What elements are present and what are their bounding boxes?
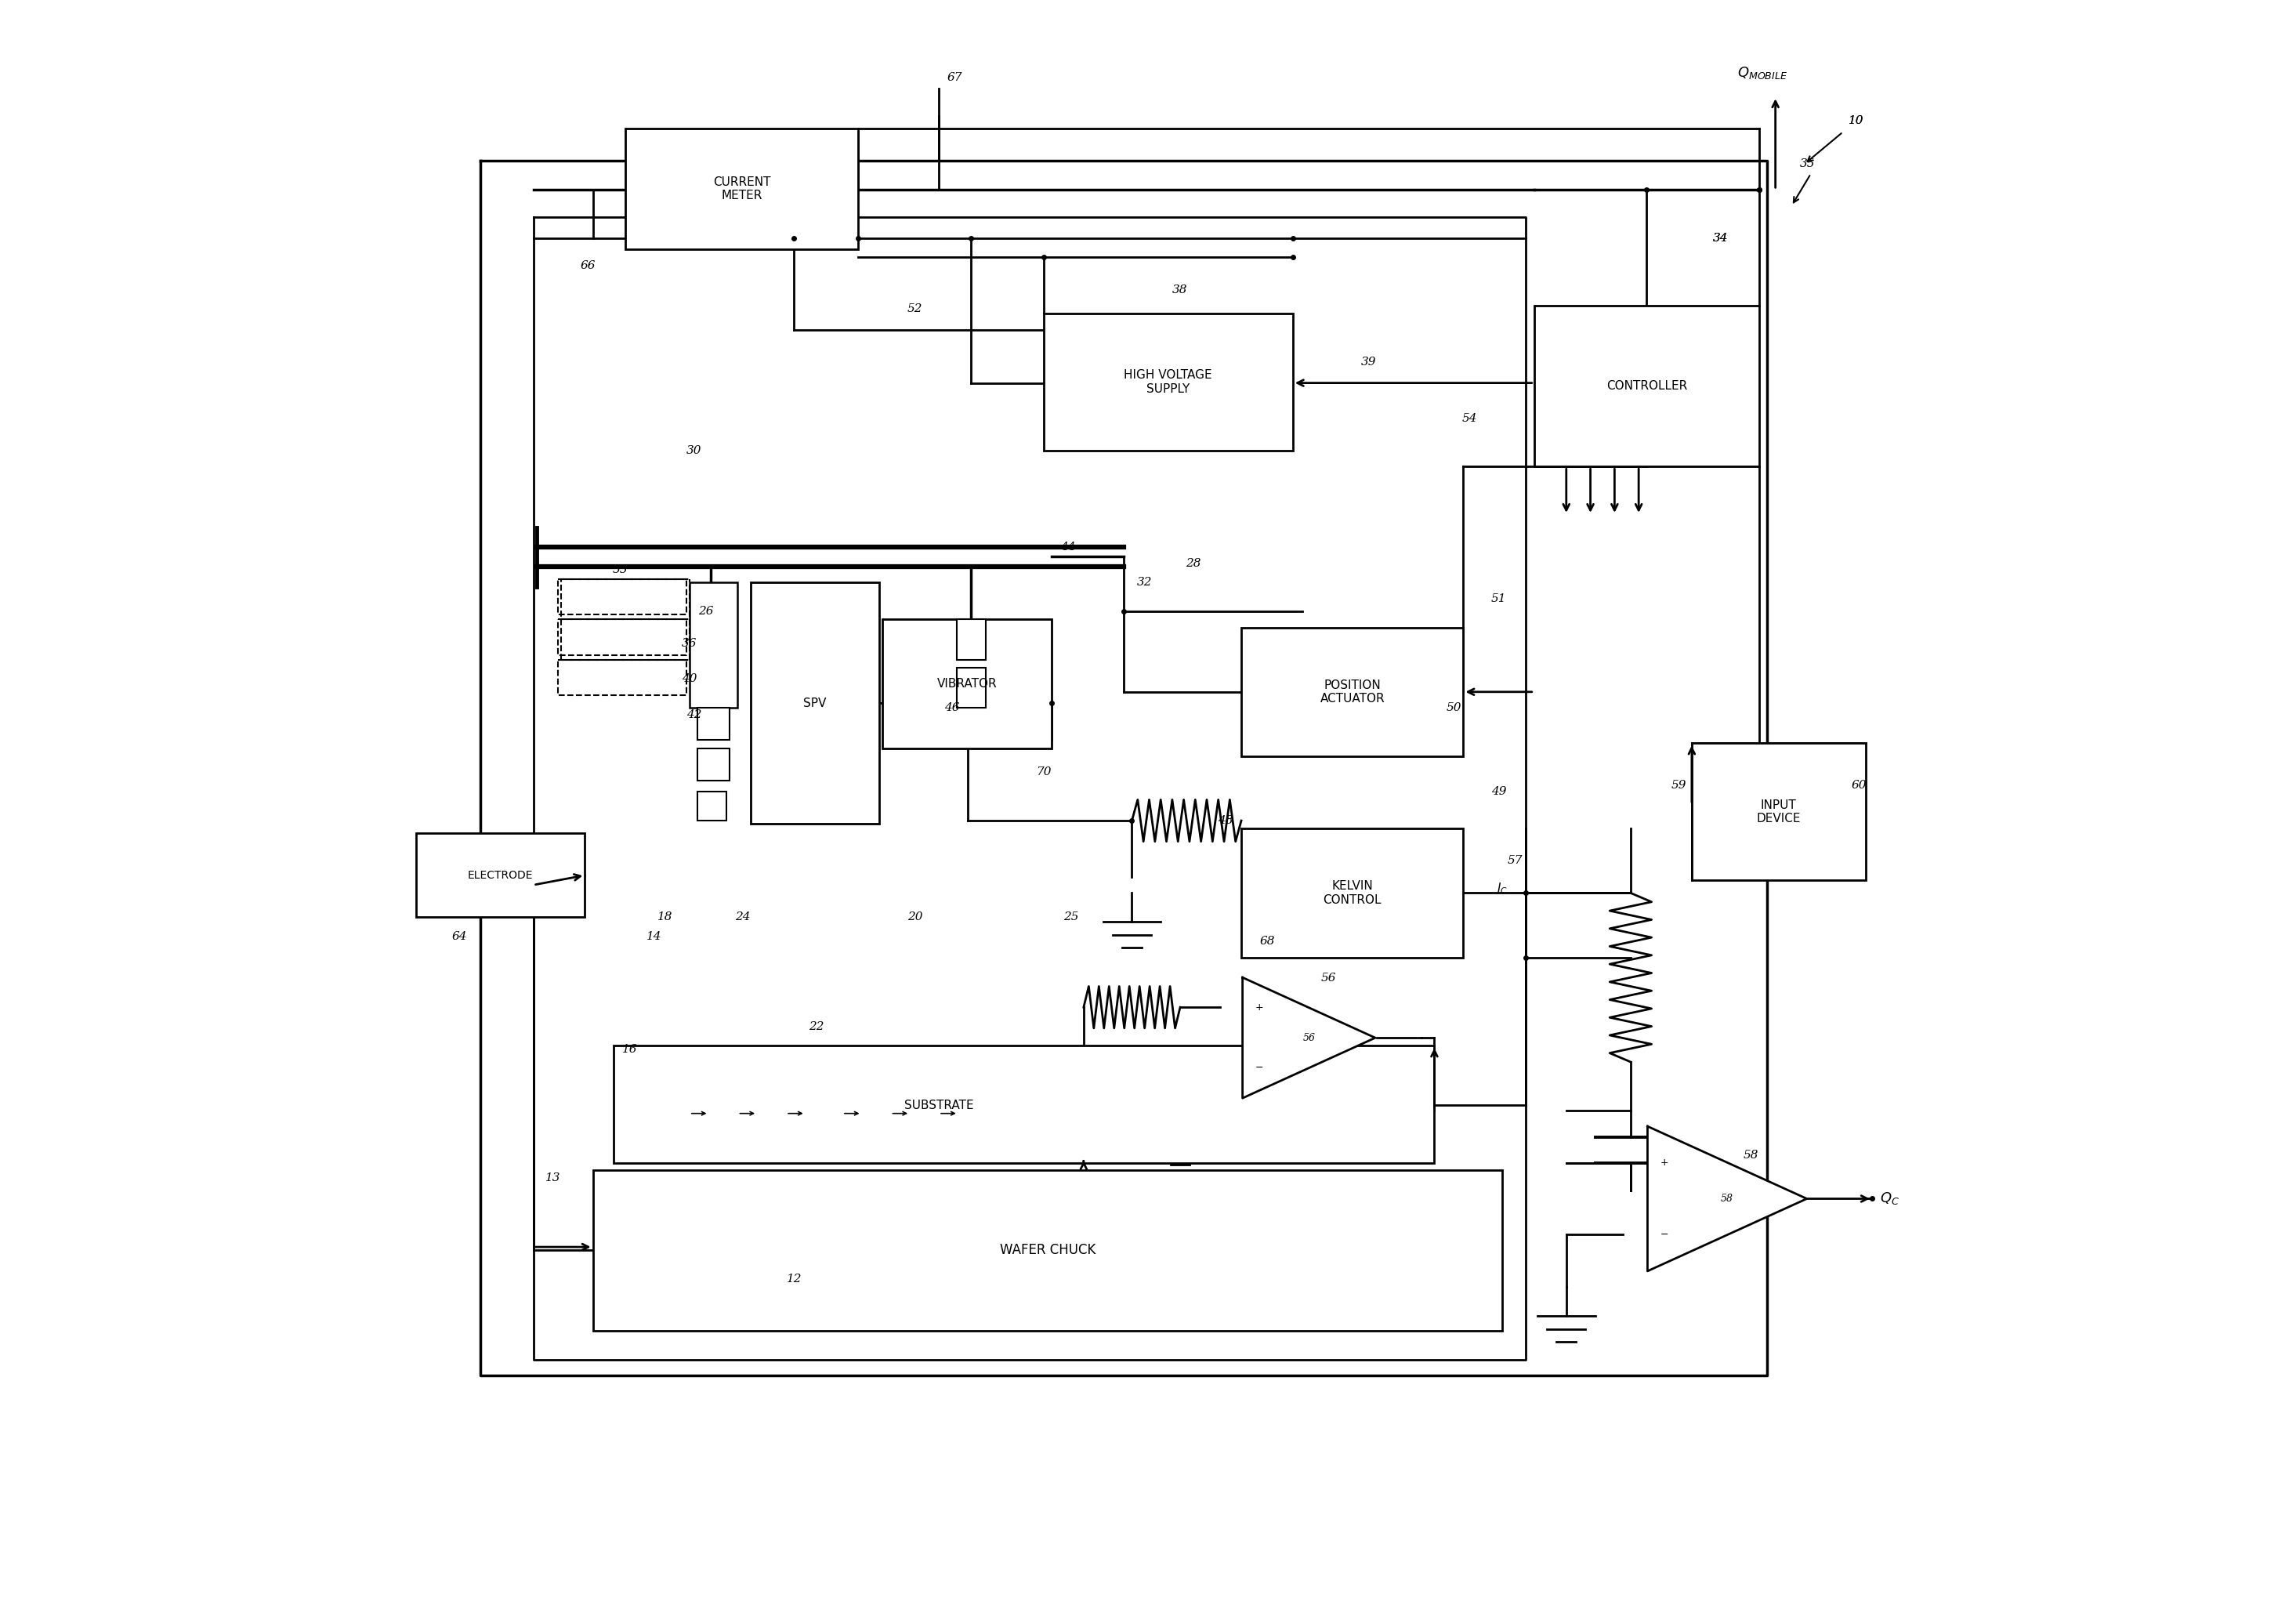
Text: $Q_{MOBILE}$: $Q_{MOBILE}$ <box>1738 64 1789 80</box>
Polygon shape <box>1649 1126 1807 1271</box>
Text: −: − <box>1660 1229 1669 1241</box>
Bar <box>1242 829 1463 957</box>
Text: 34: 34 <box>1713 233 1729 243</box>
Text: 68: 68 <box>1261 936 1274 946</box>
Bar <box>689 582 737 708</box>
Text: 18: 18 <box>657 912 673 922</box>
Text: 36: 36 <box>682 639 698 648</box>
Text: 42: 42 <box>687 710 703 719</box>
Text: 50: 50 <box>1446 703 1460 713</box>
Text: 46: 46 <box>944 703 960 713</box>
Text: 64: 64 <box>452 932 466 941</box>
Bar <box>882 619 1052 748</box>
Bar <box>698 792 726 821</box>
Polygon shape <box>1242 978 1375 1099</box>
Text: 59: 59 <box>1671 780 1688 790</box>
Bar <box>957 668 985 708</box>
Bar <box>957 619 985 660</box>
Text: SPV: SPV <box>804 697 827 710</box>
Text: 57: 57 <box>1506 856 1522 866</box>
Text: CURRENT
METER: CURRENT METER <box>714 177 771 201</box>
Text: 58: 58 <box>1722 1194 1733 1204</box>
Text: +: + <box>1660 1157 1669 1168</box>
Text: WAFER CHUCK: WAFER CHUCK <box>999 1244 1095 1257</box>
Bar <box>1242 628 1463 756</box>
Text: 14: 14 <box>647 932 661 941</box>
Text: 51: 51 <box>1490 594 1506 603</box>
Text: 22: 22 <box>808 1022 824 1031</box>
Text: 66: 66 <box>581 261 595 270</box>
Text: 40: 40 <box>682 674 698 684</box>
Text: 32: 32 <box>1137 578 1153 587</box>
Bar <box>416 833 585 917</box>
Text: 54: 54 <box>1463 414 1476 423</box>
Text: 52: 52 <box>907 304 923 314</box>
Bar <box>751 582 879 824</box>
Text: INPUT
DEVICE: INPUT DEVICE <box>1756 800 1800 824</box>
Text: 20: 20 <box>907 912 923 922</box>
Text: 38: 38 <box>1173 285 1187 294</box>
Text: 67: 67 <box>948 72 962 82</box>
Text: 30: 30 <box>687 446 703 455</box>
Text: 24: 24 <box>735 912 751 922</box>
Text: 13: 13 <box>544 1173 560 1183</box>
Text: $Q_C$: $Q_C$ <box>1880 1191 1899 1207</box>
Bar <box>1692 743 1867 880</box>
Text: 56: 56 <box>1320 973 1336 983</box>
Bar <box>698 708 730 740</box>
Text: SUBSTRATE: SUBSTRATE <box>905 1099 974 1112</box>
Text: 10: 10 <box>1848 116 1864 126</box>
Text: 44: 44 <box>1061 542 1075 552</box>
Text: ELECTRODE: ELECTRODE <box>468 870 533 880</box>
Bar <box>592 1170 1502 1331</box>
Text: 70: 70 <box>1035 767 1052 777</box>
Text: KELVIN
CONTROL: KELVIN CONTROL <box>1322 880 1382 906</box>
Text: 26: 26 <box>698 607 714 616</box>
Text: −: − <box>1256 1064 1263 1073</box>
Text: 58: 58 <box>1743 1150 1759 1160</box>
Text: 34: 34 <box>1713 233 1729 243</box>
Text: 55: 55 <box>613 565 629 574</box>
Text: VIBRATOR: VIBRATOR <box>937 677 996 690</box>
Bar <box>1042 314 1293 451</box>
Text: 16: 16 <box>622 1044 638 1054</box>
Text: 39: 39 <box>1362 357 1375 367</box>
Bar <box>625 129 859 249</box>
Text: 48: 48 <box>1217 816 1233 825</box>
Text: 60: 60 <box>1851 780 1867 790</box>
Text: 25: 25 <box>1063 912 1079 922</box>
Bar <box>1534 306 1759 467</box>
Text: $I_C$: $I_C$ <box>1497 880 1508 896</box>
Text: 49: 49 <box>1490 787 1506 796</box>
Text: 56: 56 <box>1302 1033 1316 1043</box>
Text: POSITION
ACTUATOR: POSITION ACTUATOR <box>1320 679 1384 705</box>
Bar <box>698 748 730 780</box>
Text: 28: 28 <box>1185 558 1201 568</box>
Text: +: + <box>1256 1002 1263 1012</box>
Text: CONTROLLER: CONTROLLER <box>1607 380 1688 393</box>
Text: HIGH VOLTAGE
SUPPLY: HIGH VOLTAGE SUPPLY <box>1125 370 1212 394</box>
Text: 12: 12 <box>788 1274 801 1284</box>
Bar <box>613 1046 1435 1163</box>
Text: 35: 35 <box>1800 159 1816 169</box>
Text: 10: 10 <box>1848 116 1864 126</box>
